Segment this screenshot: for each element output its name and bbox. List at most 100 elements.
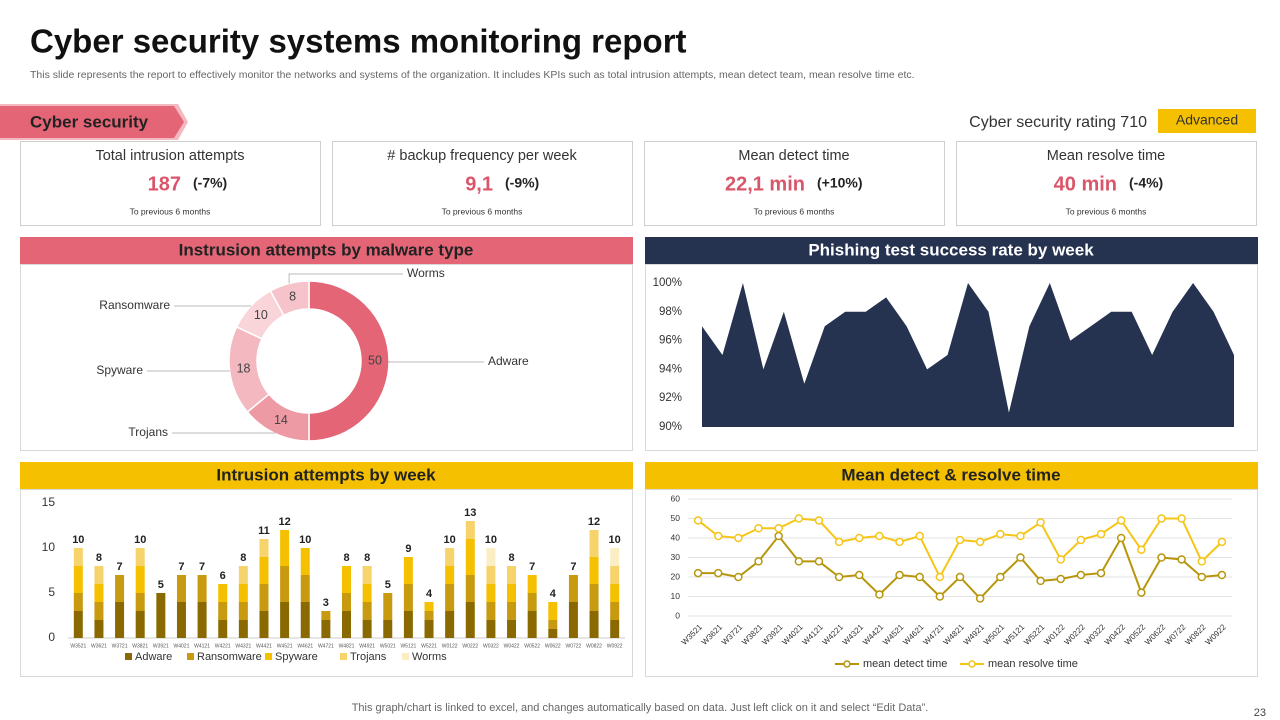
panel-header — [645, 462, 1258, 489]
x-tick-label: W0222 — [1062, 622, 1087, 647]
bar-segment — [424, 620, 434, 638]
bar-segment — [486, 584, 496, 602]
kpi-title: Mean detect time — [738, 148, 849, 164]
x-tick-label: W0922 — [607, 643, 623, 649]
bar-segment — [465, 575, 475, 602]
kpi-change: (-4%) — [1129, 175, 1163, 191]
x-tick-label: W3721 — [112, 643, 128, 649]
x-tick-label: W4721 — [921, 622, 946, 647]
x-tick-label: W4421 — [256, 643, 272, 649]
x-tick-label: W0422 — [504, 643, 520, 649]
x-tick-label: W4621 — [901, 622, 926, 647]
bar-segment — [94, 620, 104, 638]
bar-segment — [176, 602, 186, 638]
point — [754, 557, 763, 566]
x-tick-label: W5121 — [400, 643, 416, 649]
bar-segment — [383, 620, 393, 638]
point — [693, 568, 703, 578]
legend-label: Trojans — [350, 651, 387, 663]
point — [875, 590, 884, 599]
footer-note: This graph/chart is linked to excel, and… — [352, 702, 929, 714]
x-tick-label: W0722 — [1163, 622, 1188, 647]
point — [814, 516, 824, 525]
legend-swatch — [340, 653, 347, 660]
total-label: 8 — [364, 552, 370, 564]
x-tick-label: W4221 — [215, 643, 231, 649]
rating-text: Cyber security rating 710 — [969, 114, 1147, 131]
total-label: 7 — [570, 561, 576, 573]
bar-segment — [115, 602, 125, 638]
data-label: 18 — [237, 362, 251, 376]
point — [1116, 533, 1126, 543]
total-label: 7 — [178, 561, 184, 573]
bar-segment — [465, 521, 475, 539]
bar-segment — [94, 566, 104, 584]
bar-segment — [280, 530, 290, 566]
x-tick-label: W5221 — [421, 643, 437, 649]
point — [713, 531, 723, 541]
bar-segment — [115, 575, 125, 602]
point — [774, 531, 783, 541]
kpi-value: 187 — [148, 173, 181, 195]
y-tick-label: 92% — [659, 392, 682, 404]
kpi-value: 40 min — [1054, 173, 1117, 195]
bar-segment — [197, 602, 207, 638]
bar-segment — [135, 566, 145, 593]
x-tick-label: W4021 — [780, 622, 805, 647]
bar-segment — [321, 611, 331, 620]
bar-segment — [568, 602, 578, 638]
leader-line — [388, 361, 484, 363]
x-tick-label: W3721 — [720, 622, 745, 647]
data-label: 10 — [254, 308, 268, 322]
section-title: Cyber security — [30, 112, 149, 131]
bar-segment — [218, 584, 228, 602]
x-tick-label: W0622 — [1143, 622, 1168, 647]
panel — [645, 264, 1258, 451]
point — [875, 531, 884, 541]
kpi-value: 9,1 — [465, 173, 493, 195]
x-tick-label: W0822 — [1183, 622, 1208, 647]
bar-segment — [424, 611, 434, 620]
bar-segment — [259, 539, 269, 557]
bar-segment — [527, 575, 537, 593]
point — [855, 533, 864, 543]
panel — [20, 264, 633, 451]
point — [1056, 555, 1065, 564]
bar-segment — [176, 575, 186, 602]
bar-segment — [568, 575, 578, 602]
point — [774, 524, 783, 533]
y-tick-label: 10 — [42, 540, 56, 554]
x-tick-label: W0922 — [1204, 622, 1229, 647]
bar-segment — [589, 557, 599, 584]
y-tick-label: 94% — [659, 363, 682, 375]
total-label: 8 — [96, 552, 102, 564]
point — [935, 592, 945, 601]
x-tick-label: W5021 — [982, 622, 1007, 647]
point — [1036, 576, 1045, 586]
point — [996, 529, 1005, 539]
bar-segment — [300, 548, 310, 575]
x-tick-label: W0122 — [442, 643, 458, 649]
point — [955, 535, 965, 545]
kpi-card — [956, 141, 1257, 226]
slide-title: Cyber security systems monitoring report — [30, 23, 687, 60]
point — [1076, 535, 1086, 545]
bar-segment — [218, 620, 228, 638]
category-label: Ransomware — [99, 298, 170, 312]
point — [1197, 557, 1207, 566]
x-tick-label: W3921 — [760, 622, 785, 647]
x-tick-label: W4821 — [339, 643, 355, 649]
total-label: 11 — [258, 525, 270, 537]
bar-segment — [486, 602, 496, 620]
bar-segment — [507, 566, 517, 584]
panel-title: Phishing test success rate by week — [808, 240, 1094, 259]
legend-swatch — [402, 653, 409, 660]
total-label: 7 — [199, 561, 205, 573]
point — [1177, 514, 1186, 523]
bar-segment — [218, 602, 228, 620]
bar-segment — [94, 602, 104, 620]
legend-swatch — [187, 653, 194, 660]
x-tick-label: W3521 — [70, 643, 86, 649]
x-tick-label: W5121 — [1002, 622, 1027, 647]
